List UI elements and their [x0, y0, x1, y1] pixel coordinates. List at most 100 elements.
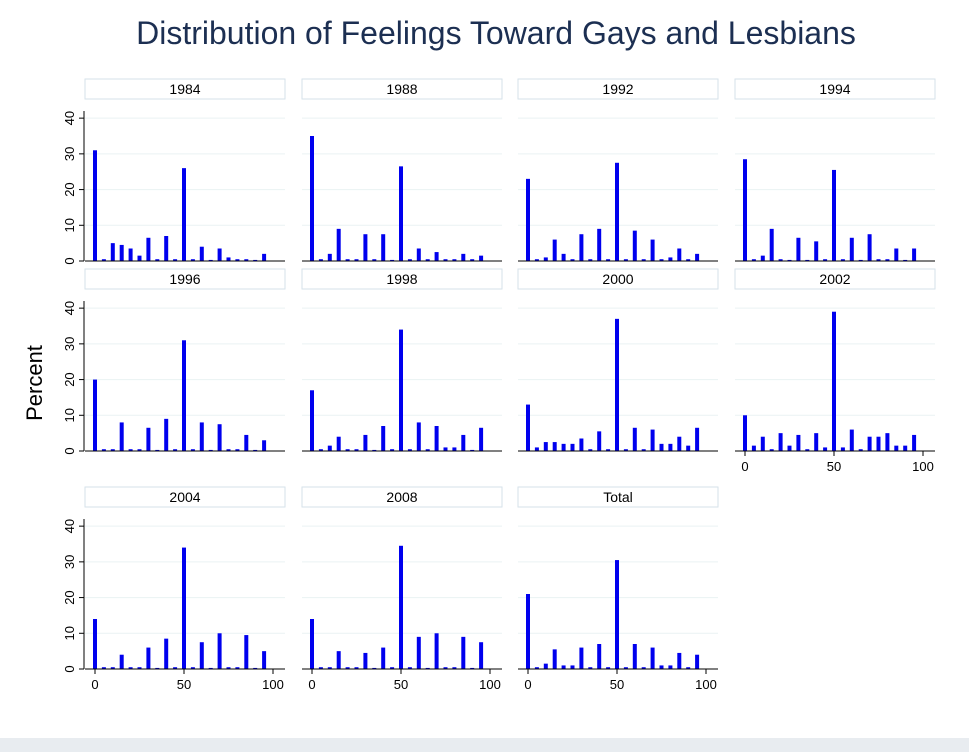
bar-1996-95 — [262, 440, 267, 451]
bar-2000-35 — [588, 449, 593, 451]
bar-1988-35 — [372, 259, 377, 261]
bar-2002-50 — [832, 311, 836, 451]
x-tick-label-2002-50: 50 — [827, 459, 841, 474]
bar-1994-95 — [912, 248, 917, 261]
bar-2004-35 — [155, 667, 160, 669]
y-tick-label-2004-40: 40 — [62, 519, 77, 533]
bar-total-95 — [695, 654, 700, 669]
bar-1992-70 — [650, 239, 655, 261]
bar-2008-85 — [461, 636, 466, 669]
panel-1996: 1996 0 10 20 30 40 — [62, 268, 286, 455]
x-tick-label-2002-100: 100 — [912, 459, 934, 474]
bar-2002-0 — [743, 415, 747, 451]
bar-2008-65 — [425, 667, 430, 669]
bar-1984-60 — [199, 246, 204, 261]
panel-1988: 1988 — [301, 78, 503, 262]
bar-2000-25 — [570, 443, 575, 451]
bar-1984-35 — [155, 259, 160, 261]
bar-2000-55 — [623, 449, 628, 451]
bar-2000-85 — [677, 436, 682, 451]
bar-2000-5 — [534, 447, 539, 451]
bar-2002-80 — [885, 433, 890, 451]
y-tick-label-1984-20: 20 — [62, 182, 77, 196]
bar-1996-90 — [253, 449, 258, 451]
bar-2008-35 — [372, 667, 377, 669]
bar-1992-20 — [561, 253, 566, 261]
bar-1996-75 — [226, 449, 231, 451]
bar-2002-25 — [787, 445, 792, 451]
bar-1992-30 — [579, 234, 584, 261]
bar-1996-55 — [190, 449, 195, 451]
bar-1998-45 — [390, 449, 395, 451]
bar-2002-85 — [894, 445, 899, 451]
bar-1996-5 — [101, 449, 106, 451]
bar-1984-55 — [190, 259, 195, 261]
bar-total-90 — [686, 667, 691, 669]
bar-1992-75 — [659, 259, 664, 261]
y-tick-label-2004-20: 20 — [62, 590, 77, 604]
bar-2004-20 — [128, 667, 133, 669]
bar-2000-20 — [561, 443, 566, 451]
bar-1992-65 — [641, 259, 646, 261]
panel-header-label-1984: 1984 — [169, 81, 200, 97]
bar-1992-55 — [623, 259, 628, 261]
bar-2002-35 — [805, 449, 810, 451]
y-tick-label-2004-0: 0 — [62, 665, 77, 672]
bar-1988-40 — [381, 234, 386, 261]
bar-2002-90 — [903, 445, 908, 451]
bar-2000-95 — [695, 427, 700, 451]
bar-2008-55 — [407, 667, 412, 669]
bar-1994-75 — [876, 259, 881, 261]
panel-2000: 2000 — [517, 268, 719, 452]
bar-2008-15 — [336, 651, 341, 669]
bar-1994-0 — [743, 159, 747, 261]
bar-total-75 — [659, 665, 664, 669]
bar-total-35 — [588, 667, 593, 669]
bar-1994-55 — [840, 259, 845, 261]
bar-1998-40 — [381, 426, 386, 451]
panel-header-label-2002: 2002 — [819, 271, 850, 287]
panel-header-label-1988: 1988 — [386, 81, 417, 97]
bar-2008-40 — [381, 647, 386, 669]
y-tick-label-1984-40: 40 — [62, 111, 77, 125]
bar-1992-0 — [526, 178, 530, 261]
x-tick-label-2008-100: 100 — [479, 677, 501, 692]
bar-1996-60 — [199, 422, 204, 451]
panel-2008: 2008 0 50 100 — [301, 486, 503, 692]
panel-1984: 1984 0 10 20 30 40 — [62, 78, 286, 265]
bar-1998-10 — [327, 445, 332, 451]
bar-1998-65 — [425, 449, 430, 451]
panel-1998: 1998 — [301, 268, 503, 452]
bar-1998-50 — [399, 329, 403, 451]
y-tick-label-2004-30: 30 — [62, 555, 77, 569]
bar-2000-0 — [526, 404, 530, 451]
panel-header-box-2008 — [301, 486, 503, 508]
bar-2004-65 — [208, 667, 213, 669]
bar-2000-40 — [597, 431, 602, 451]
panel-header-box-2002 — [734, 268, 936, 290]
bar-total-45 — [606, 667, 611, 669]
bar-1994-5 — [751, 259, 756, 261]
panel-header-label-2004: 2004 — [169, 489, 200, 505]
bar-1988-50 — [399, 166, 403, 261]
bar-1988-65 — [425, 259, 430, 261]
bar-2008-45 — [390, 667, 395, 669]
panel-header-box-1984 — [84, 78, 286, 100]
bar-2002-55 — [840, 447, 845, 451]
bar-1984-0 — [93, 150, 97, 261]
bar-1994-65 — [858, 259, 863, 261]
bar-2002-70 — [867, 436, 872, 451]
bar-1988-60 — [416, 248, 421, 261]
bar-1988-90 — [470, 259, 475, 261]
y-tick-label-1984-10: 10 — [62, 218, 77, 232]
bar-2004-75 — [226, 667, 231, 669]
bar-1994-25 — [787, 259, 792, 261]
bar-1984-45 — [173, 259, 178, 261]
bar-1998-35 — [372, 449, 377, 451]
bar-2004-40 — [164, 638, 169, 669]
bar-1988-10 — [327, 253, 332, 261]
bar-1996-40 — [164, 418, 169, 451]
x-tick-label-total-0: 0 — [524, 677, 531, 692]
panel-header-label-2000: 2000 — [602, 271, 633, 287]
